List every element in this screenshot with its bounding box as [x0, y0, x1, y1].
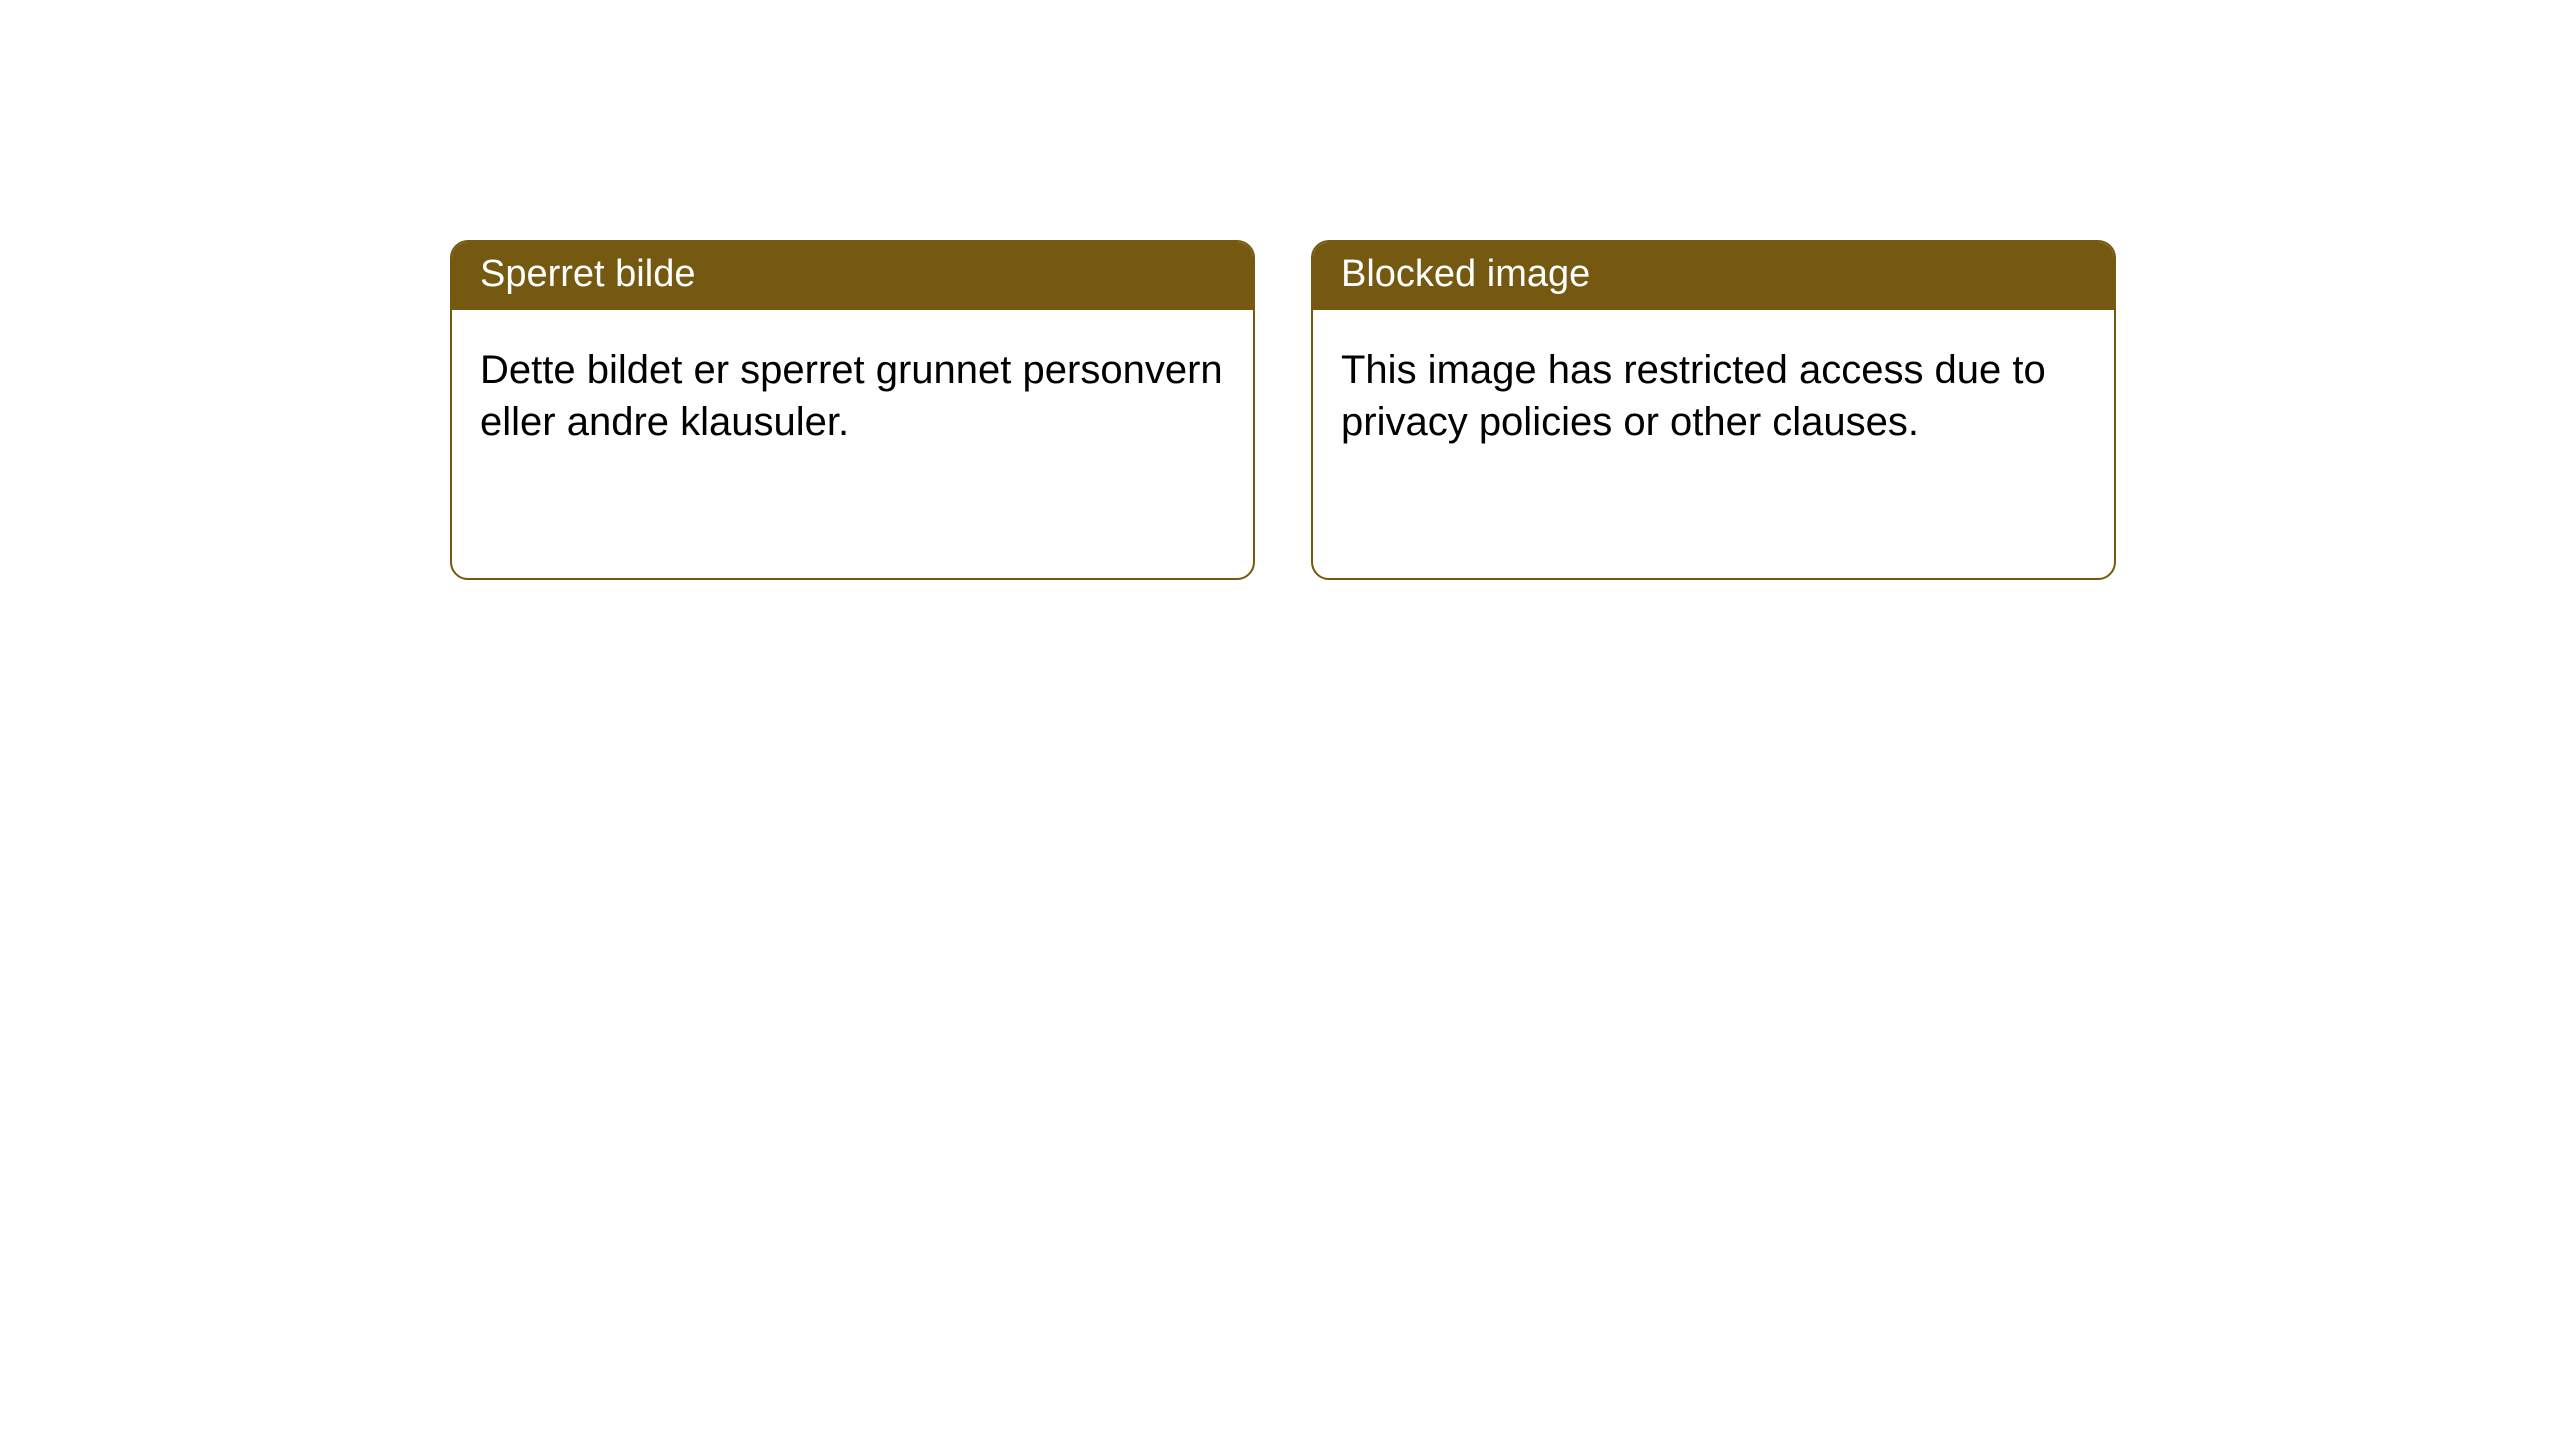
card-norwegian: Sperret bilde Dette bildet er sperret gr… — [450, 240, 1255, 580]
card-english: Blocked image This image has restricted … — [1311, 240, 2116, 580]
card-header-english: Blocked image — [1313, 242, 2114, 310]
cards-container: Sperret bilde Dette bildet er sperret gr… — [0, 0, 2560, 580]
card-header-norwegian: Sperret bilde — [452, 242, 1253, 310]
card-body-english: This image has restricted access due to … — [1313, 310, 2114, 482]
card-body-norwegian: Dette bildet er sperret grunnet personve… — [452, 310, 1253, 482]
